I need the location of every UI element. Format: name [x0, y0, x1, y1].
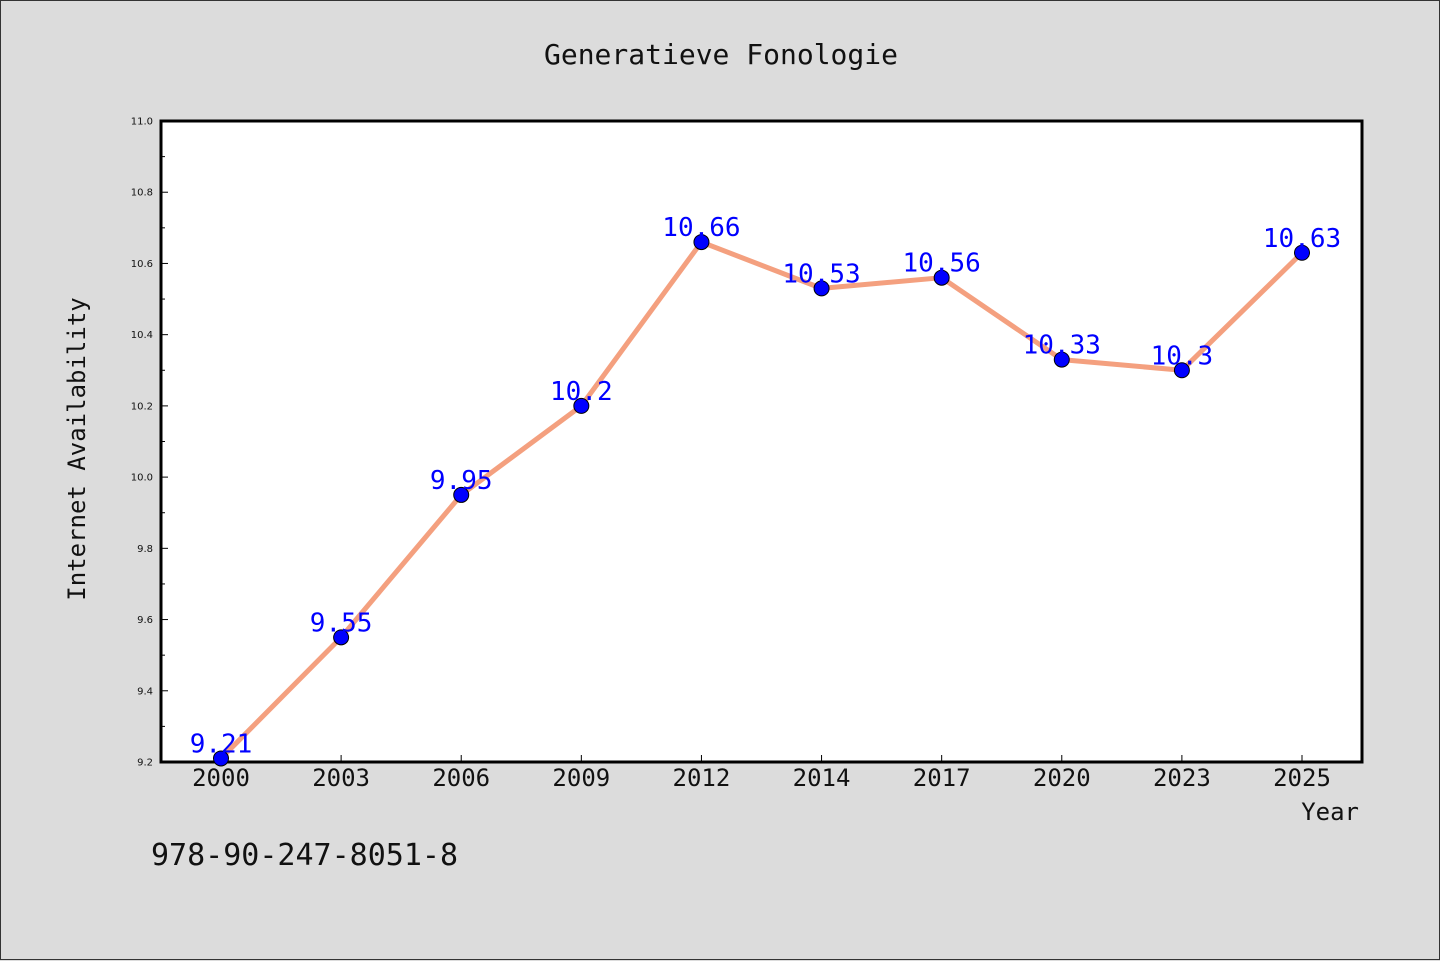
data-label: 10.53 [782, 259, 860, 289]
y-axis-label: Internet Availability [63, 297, 91, 600]
x-tick-label: 2006 [432, 764, 490, 792]
data-label: 10.2 [550, 377, 613, 407]
x-tick-label: 2025 [1273, 764, 1331, 792]
series-path [218, 239, 1305, 761]
data-point [333, 629, 350, 646]
data-label: 9.55 [310, 608, 373, 638]
series-line [218, 239, 1305, 761]
data-point [573, 397, 590, 414]
data-label: 9.95 [430, 466, 493, 496]
isbn-text: 978-90-247-8051-8 [151, 838, 458, 873]
x-tick-label: 2020 [1033, 764, 1091, 792]
y-tick-label: 10.6 [131, 259, 153, 270]
data-point [213, 750, 229, 767]
x-axis-ticks: 2000 2003 2006 2009 2012 2014 2017 2020 2023 2025 [192, 755, 1331, 792]
x-tick-label: 2017 [913, 764, 971, 792]
data-label: 9.21 [190, 729, 253, 759]
data-point [693, 234, 710, 251]
data-point [1173, 362, 1190, 379]
data-label: 10.33 [1023, 331, 1101, 361]
y-tick-label: 9.6 [137, 615, 153, 626]
y-tick-label: 10.0 [131, 473, 153, 484]
series-markers [213, 234, 1310, 767]
plot-area [159, 119, 1364, 764]
y-tick-label: 9.2 [137, 758, 153, 769]
x-tick-label: 2012 [673, 764, 731, 792]
y-tick-label: 9.4 [137, 686, 153, 697]
data-labels: 9.21 9.55 9.95 10.2 10.66 10.53 10.56 10.33 10.3… [190, 213, 1341, 759]
x-tick-label: 2023 [1153, 764, 1211, 792]
x-axis-label: Year [1301, 798, 1359, 826]
data-point [933, 269, 950, 286]
y-axis-ticks: 9.2 9.4 9.6 9.8 10.0 10.2 10.4 10.6 10.8 11.0 [131, 117, 168, 769]
y-tick-label: 11.0 [131, 117, 153, 128]
data-label: 10.3 [1151, 341, 1214, 371]
data-label: 10.66 [662, 213, 740, 243]
data-label: 10.63 [1263, 224, 1341, 254]
chart-title: Generatieve Fonologie [544, 38, 898, 71]
y-tick-label: 10.2 [131, 401, 153, 412]
x-tick-label: 2014 [793, 764, 851, 792]
data-point [453, 486, 470, 503]
x-tick-label: 2003 [312, 764, 370, 792]
data-label: 10.56 [903, 249, 981, 279]
x-tick-label: 2009 [552, 764, 610, 792]
y-tick-label: 10.4 [131, 330, 153, 341]
y-tick-label: 10.8 [131, 188, 153, 199]
y-tick-label: 9.8 [137, 544, 153, 555]
data-point [1053, 351, 1070, 368]
data-point [1294, 244, 1310, 261]
data-point [813, 280, 830, 297]
x-tick-label: 2000 [192, 764, 250, 792]
